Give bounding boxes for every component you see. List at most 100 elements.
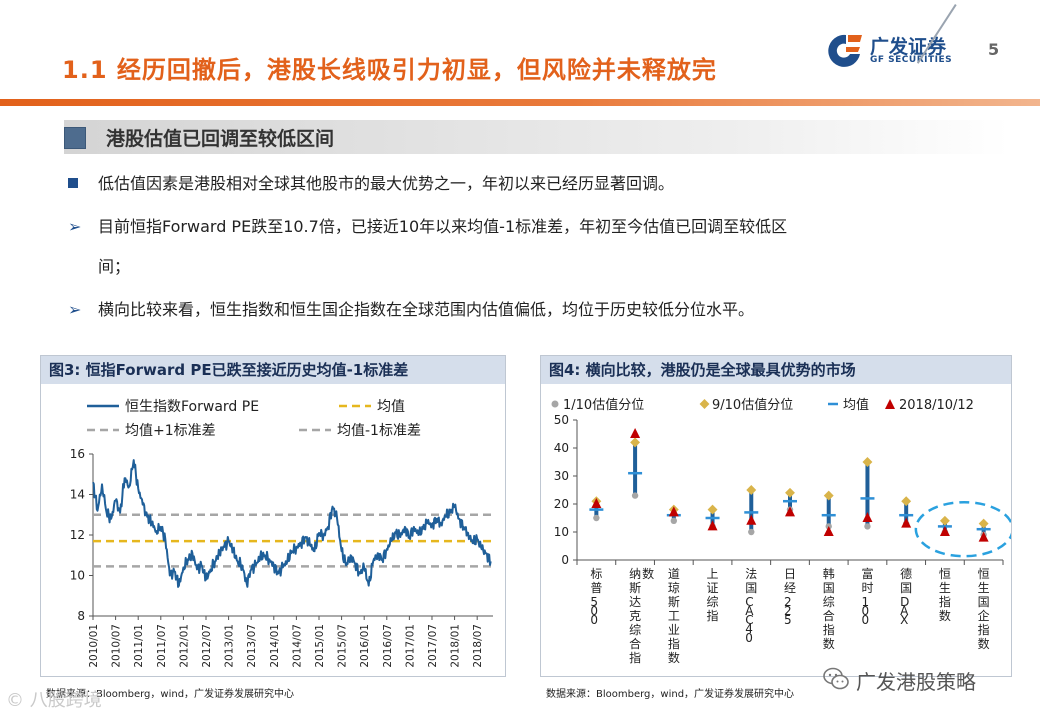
p90-point [746, 485, 757, 495]
current-point [862, 512, 873, 522]
y-tick-label: 30 [554, 469, 569, 483]
y-tick-label: 0 [561, 553, 569, 567]
p90-point [630, 437, 641, 448]
x-tick-label: 2016/01 [359, 624, 371, 668]
x-tick-label: 2011/01 [133, 624, 145, 668]
x-tick-label: 2011/07 [156, 624, 168, 668]
legend-label-minus1sd: 均值-1标准差 [337, 423, 421, 439]
figure-3-title: 图3: 恒指Forward PE已跌至接近历史均值-1标准差 [41, 356, 505, 384]
legend-label-pe: 恒生指数Forward PE [125, 399, 259, 415]
figure-4: 图4: 横向比较，港股仍是全球最具优势的市场 1/10估值分位 9/10估值分位 均… [540, 355, 1012, 677]
category-label: 恒生国企指数 [978, 567, 990, 651]
category-label: 德国 D A X [900, 566, 912, 627]
hk-highlight-circle [914, 500, 1011, 558]
figure-3-source: 数据来源：Bloomberg，wind，广发证券发展研究中心 [46, 689, 295, 700]
y-tick-label: 50 [554, 413, 569, 427]
current-point [978, 531, 989, 542]
bullet-2: ➢ 目前恒指Forward PE跌至10.7倍，已接近10年以来均值-1标准差，年… [68, 212, 787, 242]
header-accent-bar [0, 99, 1040, 106]
figure-3: 图3: 恒指Forward PE已跌至接近历史均值-1标准差 恒生指数Forwa… [40, 355, 506, 677]
bullet-1: 低估值因素是港股相对全球其他股市的最大优势之一，年初以来已经历显著回调。 [68, 169, 674, 199]
current-point [630, 428, 641, 438]
legend-label-mean: 均值 [377, 399, 405, 415]
p10-point [748, 528, 755, 536]
p10-point [631, 492, 639, 499]
y-tick-label: 12 [70, 528, 85, 542]
pe-series-line [92, 459, 492, 588]
y-tick-label: 40 [554, 441, 569, 455]
y-tick-label: 10 [554, 525, 569, 539]
current-point [668, 506, 679, 517]
current-point [823, 526, 834, 536]
category-label: 韩国综合指数 [823, 566, 835, 651]
current-point [785, 506, 795, 517]
current-point [901, 517, 912, 528]
arrow-bullet-icon: ➢ [68, 217, 82, 236]
x-tick-label: 2013/07 [246, 624, 258, 668]
logo-text-cn: 广发证券 [870, 36, 947, 58]
slide-title: 1.1 经历回撤后，港股长线吸引力初显，但风险并未释放完 [62, 56, 717, 84]
category-label: 上证综指 [707, 567, 719, 623]
y-tick-label: 20 [554, 497, 569, 511]
section-heading-text: 港股估值已回调至较低区间 [106, 128, 335, 150]
x-tick-label: 2017/07 [427, 624, 439, 668]
y-tick-label: 16 [70, 447, 85, 461]
y-tick-label: 14 [70, 488, 85, 502]
category-label: 道琼斯工业指数 [668, 567, 680, 665]
p90-point [823, 490, 834, 501]
x-tick-label: 2015/01 [314, 624, 326, 668]
p90-point [978, 518, 989, 529]
legend-label-p10: 1/10估值分位 [563, 397, 644, 413]
current-point [939, 526, 950, 536]
p90-point [785, 487, 795, 498]
category-label: 纳斯达克综合指数 [629, 566, 654, 665]
p90-point [707, 504, 718, 515]
section-heading: 港股估值已回调至较低区间 [64, 120, 1010, 154]
square-bullet-icon [68, 178, 78, 188]
bullet-3-text: 横向比较来看，恒生指数和恒生国企指数在全球范围内估值偏低，均位于历史较低分位水平… [98, 300, 755, 319]
legend-swatch-p90 [699, 399, 710, 409]
x-tick-label: 2016/07 [382, 624, 394, 668]
legend-label-plus1sd: 均值+1标准差 [125, 423, 216, 439]
category-label: 标普 5 0 0 [590, 567, 602, 627]
current-point [707, 520, 718, 531]
bullet-3: ➢ 横向比较来看，恒生指数和恒生国企指数在全球范围内估值偏低，均位于历史较低分位水… [68, 295, 754, 325]
x-tick-label: 2018/07 [472, 624, 484, 668]
x-tick-label: 2010/07 [111, 624, 123, 668]
gf-logo-icon [828, 34, 862, 67]
x-tick-label: 2014/01 [269, 624, 281, 668]
legend-label-p90: 9/10估值分位 [712, 397, 793, 413]
figure-4-title: 图4: 横向比较，港股仍是全球最具优势的市场 [541, 356, 1011, 384]
category-label: 日经 2 2 5 [784, 567, 796, 627]
slide-header: 1.1 经历回撤后，港股长线吸引力初显，但风险并未释放完 广发证券 GF SEC… [0, 0, 1040, 106]
legend-label-current: 2018/10/12 [899, 398, 974, 413]
current-point [746, 514, 757, 525]
x-tick-label: 2017/01 [404, 624, 416, 668]
figure-4-source: 数据来源：Bloomberg，wind，广发证券发展研究中心 [546, 689, 795, 700]
p90-point [901, 496, 912, 507]
x-tick-label: 2014/07 [291, 624, 303, 668]
category-label: 富时 1 0 0 [861, 566, 873, 627]
p10-point [864, 523, 871, 530]
legend-label-mean: 均值 [843, 397, 869, 413]
p10-point [670, 517, 678, 524]
x-tick-label: 2013/01 [224, 624, 236, 668]
figure-4-chart: 1/10估值分位 9/10估值分位 均值 2018/10/12 0 10 20 30 40 50 标… [551, 397, 1011, 665]
x-tick-label: 2012/01 [178, 624, 190, 668]
current-point [591, 498, 602, 508]
p90-point [862, 457, 873, 467]
legend-swatch-current [885, 399, 895, 409]
bullet-2-text: 目前恒指Forward PE跌至10.7倍，已接近10年以来均值-1标准差，年初… [98, 217, 788, 236]
y-tick-label: 10 [70, 569, 85, 583]
arrow-bullet-icon: ➢ [68, 300, 82, 319]
p90-point [939, 515, 950, 526]
legend-swatch-p10 [551, 400, 559, 408]
y-tick-label: 8 [77, 609, 85, 623]
category-label: 法国 C A C 4 0 [745, 567, 757, 645]
watermark-right-text: 广发港股策略 [856, 670, 976, 694]
logo-text-en: GF SECURITIES [870, 55, 953, 65]
bullet-1-text: 低估值因素是港股相对全球其他股市的最大优势之一，年初以来已经历显著回调。 [98, 174, 675, 193]
x-tick-label: 2012/07 [201, 624, 213, 668]
gf-logo: 广发证券 GF SECURITIES [820, 30, 953, 70]
